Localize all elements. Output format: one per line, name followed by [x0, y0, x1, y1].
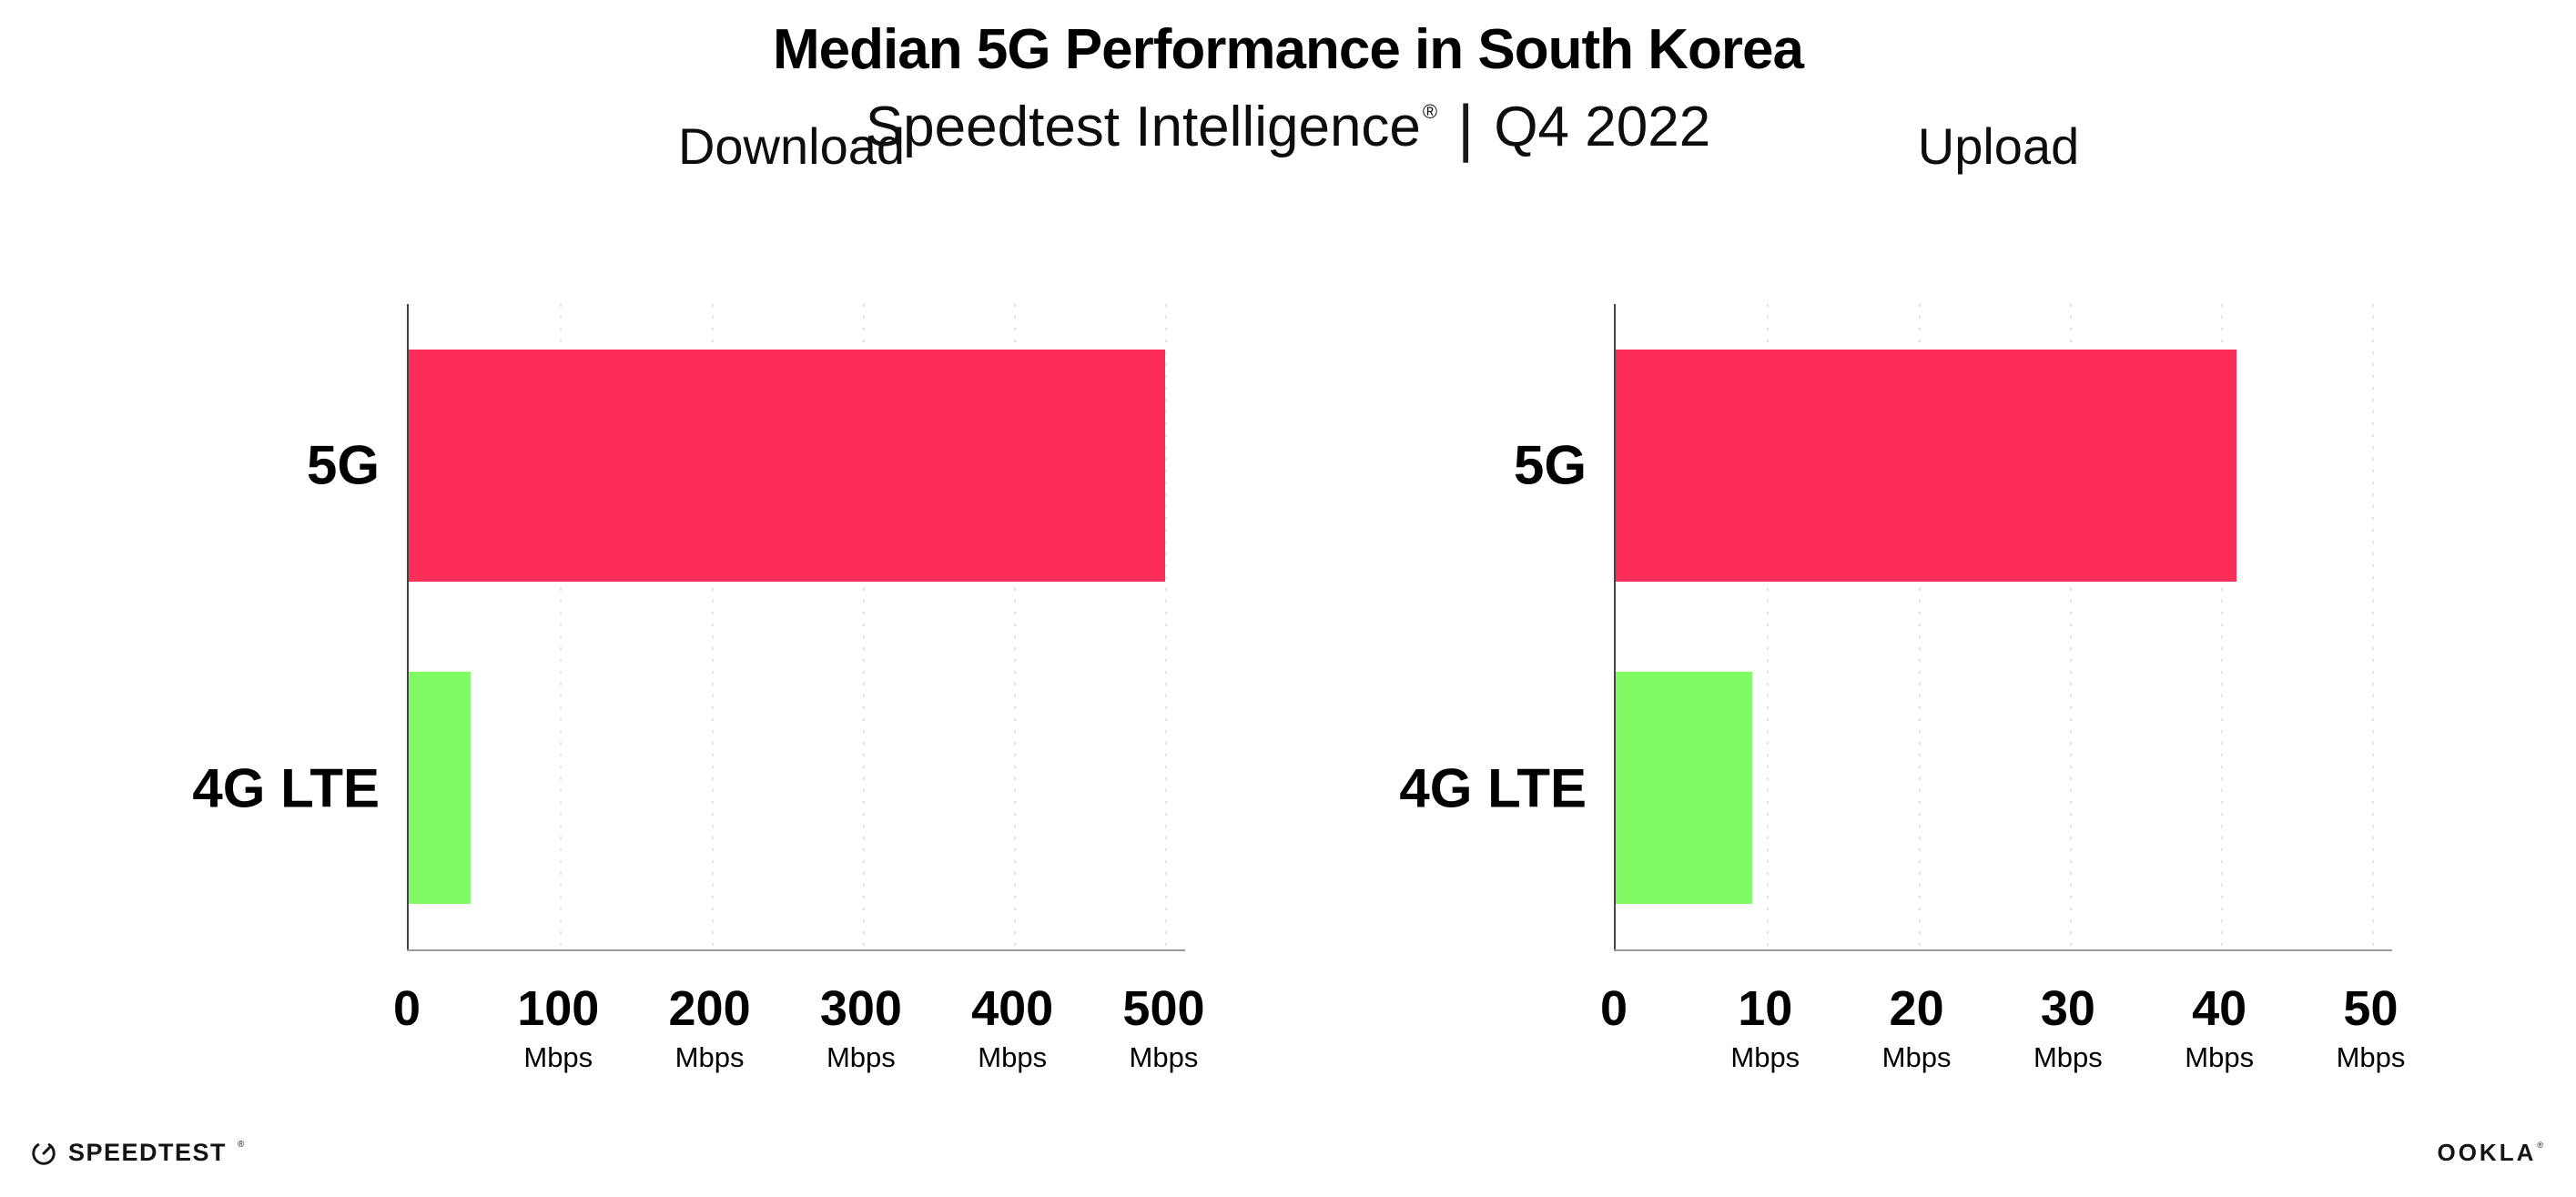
category-band-5g: 5G [1514, 304, 2385, 627]
ookla-logo: OOKLA ® [2437, 1136, 2543, 1169]
x-tick-unit: Mbps [1730, 1041, 1800, 1073]
upload-chart-title: Upload [1917, 117, 2080, 175]
x-tick-500: 500 Mbps [1122, 982, 1204, 1073]
x-tick-50: 50 Mbps [2337, 982, 2406, 1073]
x-tick-value: 200 [668, 981, 751, 1036]
x-tick-value: 300 [819, 981, 902, 1036]
category-label-5g: 5G [1513, 434, 1587, 496]
x-tick-10: 10 Mbps [1730, 982, 1800, 1073]
download-x-axis-ticks: 0 100 Mbps 200 Mbps 300 Mbps 400 Mbps 500 Mbps [393, 982, 1205, 1119]
x-tick-40: 40 Mbps [2185, 982, 2254, 1073]
x-tick-unit: Mbps [2033, 1041, 2103, 1073]
x-tick-value: 30 [2040, 981, 2095, 1036]
x-tick-0: 0 [393, 982, 421, 1035]
x-tick-400: 400 Mbps [971, 982, 1053, 1073]
gridline-40 [2221, 304, 2224, 949]
x-tick-unit: Mbps [1881, 1041, 1952, 1073]
gridline-100 [560, 304, 563, 949]
gridline-200 [711, 304, 714, 949]
bar-4g-lte [1616, 672, 1752, 905]
x-tick-100: 100 Mbps [517, 982, 599, 1073]
bar-5g [1616, 349, 2236, 582]
subtitle-separator: | [1457, 92, 1475, 163]
x-tick-unit: Mbps [2185, 1041, 2255, 1073]
gridline-10 [1767, 304, 1770, 949]
speedtest-gauge-icon [32, 1143, 56, 1165]
gridline-20 [1918, 304, 1921, 949]
gridline-30 [2069, 304, 2072, 949]
x-tick-value: 100 [517, 981, 600, 1036]
speedtest-wordmark: SPEEDTEST [68, 1138, 228, 1166]
x-tick-unit: Mbps [523, 1041, 593, 1073]
x-tick-value: 500 [1122, 981, 1205, 1036]
category-label-4g-lte: 4G LTE [1399, 757, 1587, 819]
upload-chart-plot: 5G 4G LTE [1399, 304, 2393, 951]
download-chart-title: Download [677, 117, 906, 175]
x-tick-0: 0 [1600, 982, 1628, 1035]
category-band-4g-lte: 4G LTE [192, 627, 1178, 950]
category-band-5g: 5G [307, 304, 1178, 627]
gridline-300 [862, 304, 865, 949]
x-tick-value: 0 [392, 981, 421, 1036]
ookla-registered-icon: ® [2537, 1141, 2543, 1150]
x-tick-value: 10 [1738, 981, 1793, 1036]
x-tick-200: 200 Mbps [669, 982, 751, 1073]
x-tick-value: 40 [2192, 981, 2247, 1036]
x-tick-unit: Mbps [978, 1041, 1048, 1073]
page-subtitle: Speedtest Intelligence® | Q4 2022 [0, 91, 2576, 176]
x-tick-unit: Mbps [1129, 1041, 1199, 1073]
x-axis-line [1614, 949, 2393, 951]
x-tick-unit: Mbps [2336, 1041, 2406, 1073]
speedtest-logo: SPEEDTEST ® [30, 1134, 244, 1171]
gridline-400 [1014, 304, 1017, 949]
x-tick-value: 400 [971, 981, 1054, 1036]
upload-x-axis-ticks: 0 10 Mbps 20 Mbps 30 Mbps 40 Mbps 50 Mbps [1600, 982, 2405, 1119]
registered-trademark-icon: ® [1422, 100, 1438, 123]
gridline-50 [2372, 304, 2375, 949]
category-label-4g-lte: 4G LTE [192, 757, 380, 819]
ookla-wordmark: OOKLA [2437, 1138, 2537, 1166]
subtitle-brand: Speedtest Intelligence [865, 96, 1421, 158]
subtitle-period: Q4 2022 [1494, 96, 1711, 158]
x-tick-value: 50 [2343, 981, 2399, 1036]
x-tick-30: 30 Mbps [2033, 982, 2103, 1073]
category-band-4g-lte: 4G LTE [1399, 627, 2385, 950]
download-chart-plot: 5G 4G LTE [192, 304, 1186, 951]
page-title: Median 5G Performance in South Korea [773, 18, 1804, 81]
x-tick-value: 0 [1599, 981, 1628, 1036]
bar-5g [409, 349, 1166, 582]
bar-4g-lte [409, 672, 472, 905]
x-tick-20: 20 Mbps [1882, 982, 1952, 1073]
x-tick-300: 300 Mbps [820, 982, 902, 1073]
x-axis-line [407, 949, 1186, 951]
category-label-5g: 5G [306, 434, 380, 496]
gridline-500 [1165, 304, 1168, 949]
speedtest-registered-icon: ® [238, 1139, 245, 1150]
x-tick-value: 20 [1889, 981, 1944, 1036]
x-tick-unit: Mbps [826, 1041, 896, 1073]
x-tick-unit: Mbps [674, 1041, 745, 1073]
